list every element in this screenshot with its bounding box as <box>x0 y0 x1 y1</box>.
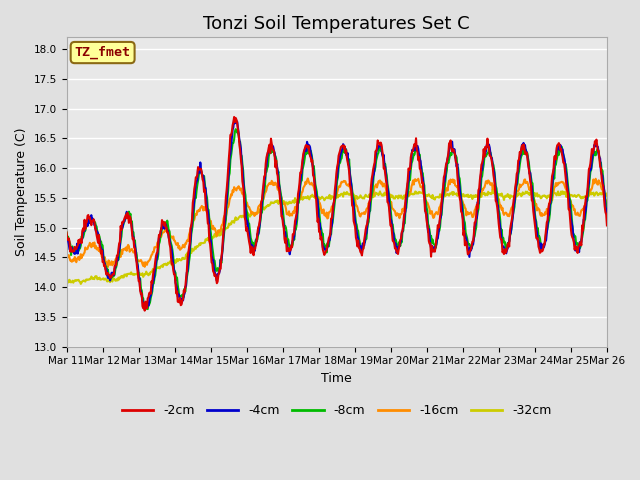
Title: Tonzi Soil Temperatures Set C: Tonzi Soil Temperatures Set C <box>204 15 470 33</box>
Y-axis label: Soil Temperature (C): Soil Temperature (C) <box>15 128 28 256</box>
Legend: -2cm, -4cm, -8cm, -16cm, -32cm: -2cm, -4cm, -8cm, -16cm, -32cm <box>117 399 557 422</box>
X-axis label: Time: Time <box>321 372 352 385</box>
Text: TZ_fmet: TZ_fmet <box>75 46 131 59</box>
